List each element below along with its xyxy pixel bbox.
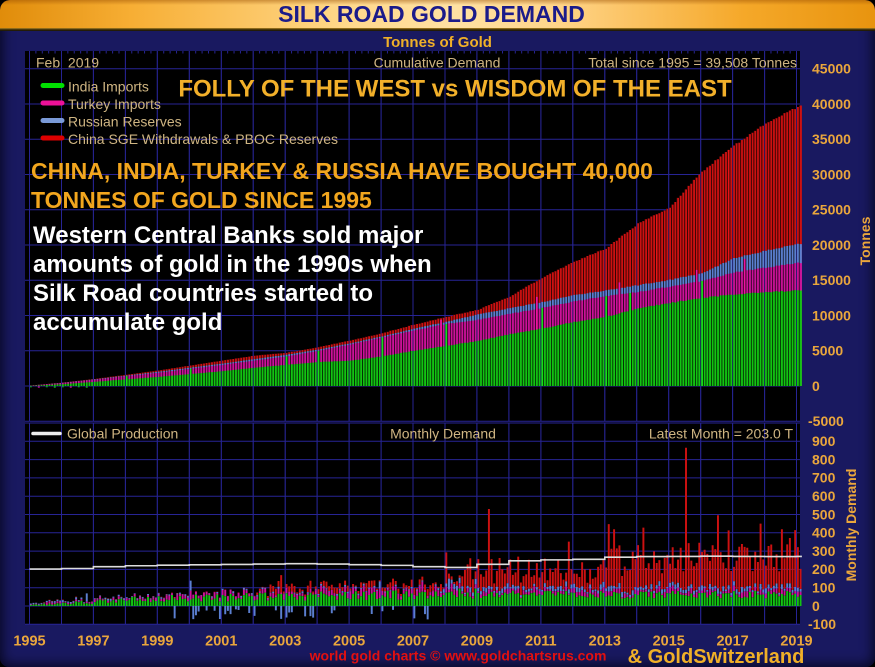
- svg-text:2005: 2005: [333, 634, 365, 650]
- svg-text:Turkey Imports: Turkey Imports: [68, 96, 161, 112]
- svg-text:600: 600: [812, 488, 836, 504]
- svg-text:40000: 40000: [812, 96, 851, 112]
- svg-text:2001: 2001: [205, 634, 237, 650]
- svg-text:Latest Month = 203.0 T: Latest Month = 203.0 T: [649, 426, 794, 442]
- svg-text:2009: 2009: [461, 634, 493, 650]
- svg-text:500: 500: [812, 506, 836, 522]
- svg-text:Cumulative Demand: Cumulative Demand: [374, 55, 501, 71]
- svg-text:900: 900: [812, 433, 836, 449]
- svg-text:Monthly Demand: Monthly Demand: [390, 426, 496, 442]
- svg-text:45000: 45000: [812, 61, 851, 77]
- svg-text:China SGE Withdrawals & PBOC R: China SGE Withdrawals & PBOC Reserves: [68, 131, 338, 147]
- svg-text:India Imports: India Imports: [68, 79, 149, 95]
- svg-text:0: 0: [812, 378, 820, 394]
- svg-text:2015: 2015: [653, 634, 685, 650]
- svg-text:Total since 1995 = 39,508 Tonn: Total since 1995 = 39,508 Tonnes: [588, 55, 797, 71]
- svg-text:1999: 1999: [141, 634, 173, 650]
- svg-text:25000: 25000: [812, 202, 851, 218]
- svg-text:-100: -100: [808, 616, 836, 632]
- svg-text:2011: 2011: [525, 634, 556, 650]
- svg-text:300: 300: [812, 543, 836, 559]
- svg-text:5000: 5000: [812, 343, 843, 359]
- svg-text:20000: 20000: [812, 237, 851, 253]
- svg-text:800: 800: [812, 451, 836, 467]
- svg-text:-5000: -5000: [808, 413, 844, 429]
- svg-text:100: 100: [812, 580, 836, 596]
- svg-text:TONNES OF GOLD SINCE 1995: TONNES OF GOLD SINCE 1995: [31, 187, 372, 213]
- svg-text:35000: 35000: [812, 131, 851, 147]
- svg-text:Western Central Banks sold maj: Western Central Banks sold major: [33, 222, 423, 249]
- svg-text:Silk Road countries started to: Silk Road countries started to: [33, 280, 373, 307]
- svg-text:1995: 1995: [13, 634, 45, 650]
- svg-text:2017: 2017: [716, 634, 748, 650]
- svg-text:2003: 2003: [269, 634, 301, 650]
- svg-text:FOLLY OF THE WEST vs WISDOM OF: FOLLY OF THE WEST vs WISDOM OF THE EAST: [178, 76, 732, 103]
- svg-text:Global Production: Global Production: [67, 426, 178, 442]
- svg-text:Russian Reserves: Russian Reserves: [68, 114, 182, 130]
- svg-text:accumulate gold: accumulate gold: [33, 309, 222, 336]
- svg-text:CHINA, INDIA, TURKEY & RUSSIA: CHINA, INDIA, TURKEY & RUSSIA HAVE BOUGH…: [31, 158, 653, 184]
- svg-text:world gold charts © www.goldch: world gold charts © www.goldchartsrus.co…: [309, 648, 607, 664]
- svg-text:400: 400: [812, 525, 836, 541]
- svg-text:0: 0: [812, 598, 820, 614]
- svg-text:10000: 10000: [812, 307, 851, 323]
- svg-text:1997: 1997: [77, 634, 109, 650]
- svg-text:15000: 15000: [812, 272, 851, 288]
- svg-text:200: 200: [812, 561, 836, 577]
- svg-text:Tonnes: Tonnes: [857, 216, 873, 265]
- svg-text:Monthly Demand: Monthly Demand: [843, 469, 859, 582]
- svg-text:2019: 2019: [780, 634, 812, 650]
- svg-text:Feb 2019: Feb 2019: [36, 55, 99, 71]
- svg-text:700: 700: [812, 470, 836, 486]
- svg-text:amounts of gold in the 1990s w: amounts of gold in the 1990s when: [33, 251, 432, 278]
- svg-text:2013: 2013: [589, 634, 621, 650]
- svg-text:& GoldSwitzerland: & GoldSwitzerland: [628, 646, 805, 667]
- svg-text:30000: 30000: [812, 166, 851, 182]
- svg-text:2007: 2007: [397, 634, 429, 650]
